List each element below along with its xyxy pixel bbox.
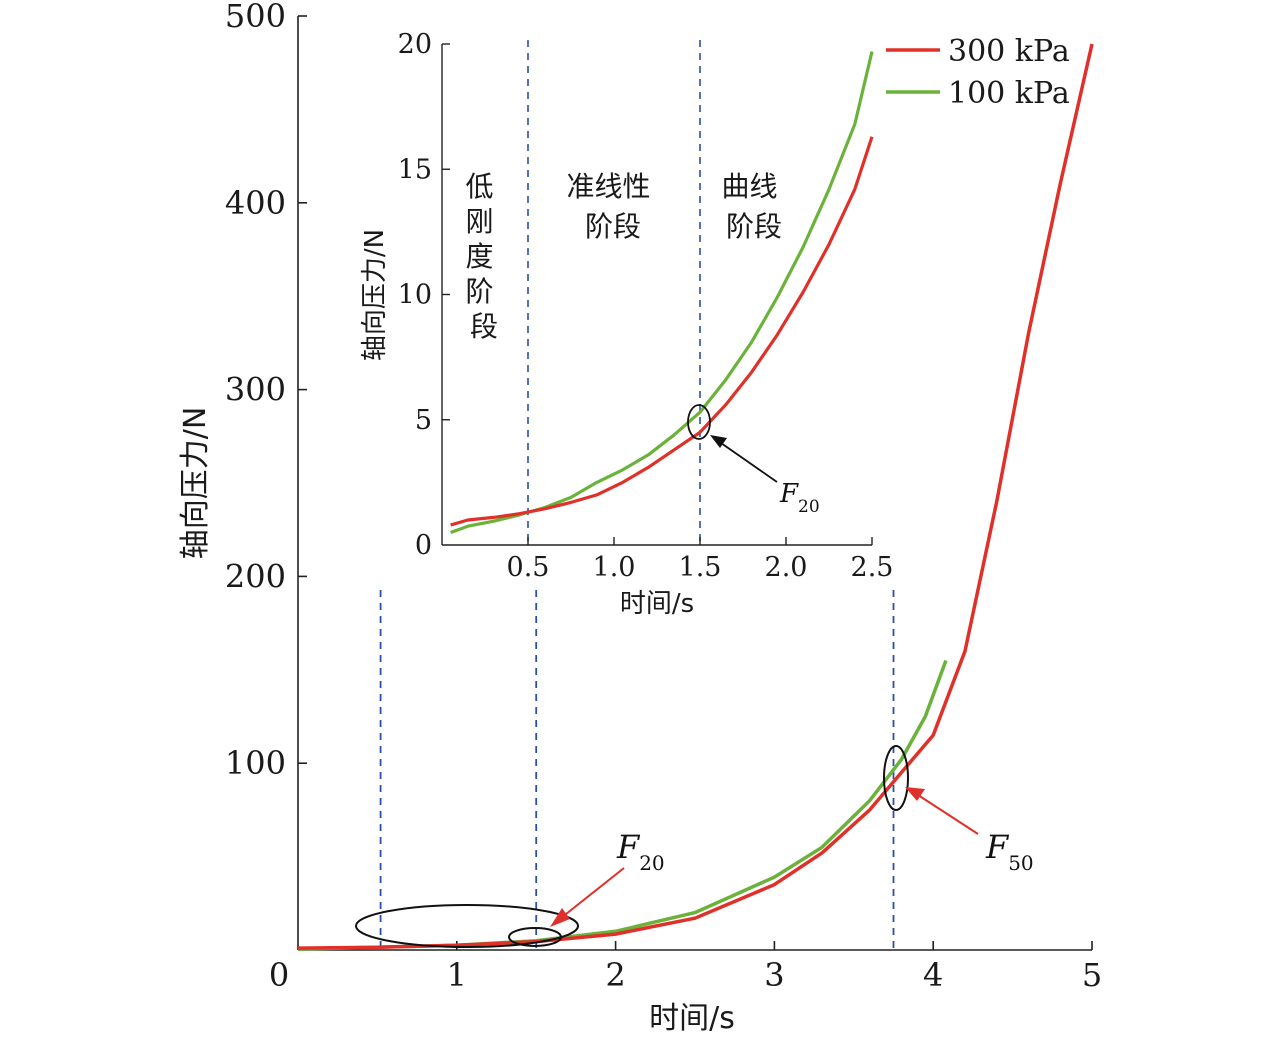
main-y-axis-title: 轴向压力/N — [178, 407, 213, 560]
low-range-ellipse — [355, 904, 579, 948]
inset-chart: 0.5 1.0 1.5 2.0 2.5 0 5 10 15 20 时间/s 轴向压力/N 低 刚 … — [360, 29, 893, 619]
main-y-tick-label: 200 — [225, 557, 286, 595]
stage-label-quasi-linear: 准线性 阶段 — [567, 170, 660, 243]
inset-f20-arrow-head — [710, 435, 727, 448]
inset-f20-label: F20 — [779, 479, 820, 517]
stage-label-low-stiffness: 低 刚 度 阶 段 — [466, 170, 503, 343]
f50-arrow-head — [905, 787, 925, 801]
main-x-tick-label: 3 — [764, 956, 784, 994]
main-origin-label: 0 — [269, 956, 289, 994]
main-series-line — [297, 43, 1094, 950]
inset-series-line — [450, 136, 874, 527]
inset-x-tick-label: 1.0 — [593, 552, 636, 583]
stage-label-curve: 曲线 阶段 — [722, 170, 787, 243]
legend: 300 kPa 100 kPa — [886, 34, 1070, 111]
main-x-tick-label: 5 — [1082, 956, 1102, 994]
main-f20-label: F20 — [616, 828, 665, 875]
inset-f20-ellipse — [687, 404, 711, 440]
inset-x-tick-label: 2.5 — [851, 552, 894, 583]
inset-x-tick-label: 0.5 — [507, 552, 550, 583]
inset-y-tick-label: 5 — [415, 405, 432, 436]
inset-x-tick-label: 1.5 — [679, 552, 722, 583]
f20-arrow-line — [560, 867, 625, 919]
inset-stage-dividers — [527, 40, 701, 545]
f50-ellipse — [883, 745, 909, 811]
main-y-tick-label: 500 — [225, 0, 286, 35]
main-x-tick-label: 4 — [923, 956, 943, 994]
main-stage-dividers — [379, 590, 895, 950]
main-x-tick-label: 2 — [605, 956, 625, 994]
inset-y-tick-label: 10 — [398, 280, 432, 311]
legend-label-100kpa: 100 kPa — [948, 76, 1070, 111]
main-x-tick-label: 1 — [447, 956, 467, 994]
inset-y-axis-title: 轴向压力/N — [360, 229, 390, 361]
main-y-tick-label: 100 — [225, 744, 286, 782]
f20-ellipse — [508, 927, 562, 947]
inset-y-tick-label: 0 — [415, 530, 432, 561]
inset-series-line — [450, 51, 874, 535]
legend-label-300kpa: 300 kPa — [948, 34, 1070, 69]
main-series-line — [297, 659, 948, 951]
inset-x-tick-label: 2.0 — [765, 552, 808, 583]
main-x-axis-title: 时间/s — [649, 1001, 735, 1036]
f20-arrow-head — [550, 908, 570, 927]
inset-y-tick-label: 20 — [398, 29, 432, 60]
inset-y-tick-label: 15 — [398, 154, 432, 185]
main-f50-label: F50 — [985, 828, 1034, 875]
inset-series — [450, 51, 874, 535]
main-y-tick-label: 300 — [225, 371, 286, 409]
f50-arrow-line — [917, 794, 979, 835]
inset-ticks: 0.5 1.0 1.5 2.0 2.5 0 5 10 15 20 — [398, 29, 894, 583]
main-y-tick-label: 400 — [225, 184, 286, 222]
inset-x-axis-title: 时间/s — [620, 589, 694, 619]
inset-f20-arrow-line — [720, 442, 778, 483]
